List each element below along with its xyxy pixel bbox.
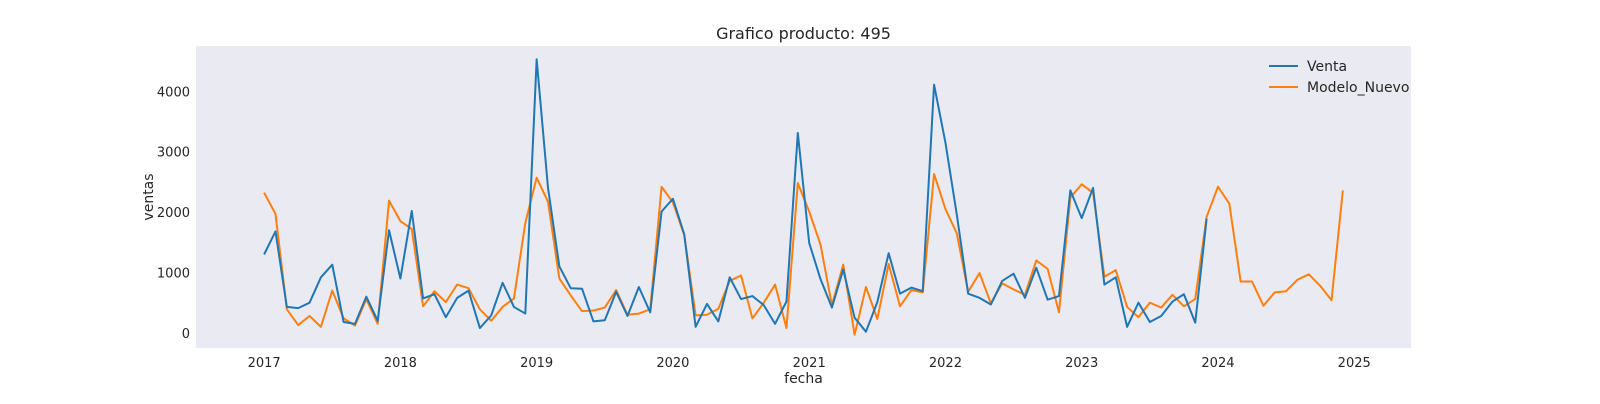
chart-title: Grafico producto: 495 — [716, 24, 891, 43]
x-tick-label: 2020 — [656, 356, 689, 371]
x-axis-ticks: 2017 2018 2019 2020 2021 2022 2023 2024 2025 — [248, 356, 1371, 371]
y-tick-label: 2000 — [157, 206, 190, 221]
y-axis-ticks: 0 1000 2000 3000 4000 — [157, 85, 190, 342]
y-tick-label: 4000 — [157, 85, 190, 100]
legend: Venta Modelo_Nuevo — [1269, 59, 1409, 96]
y-axis-label: ventas — [141, 173, 157, 220]
y-tick-label: 3000 — [157, 146, 190, 161]
x-axis-label: fecha — [784, 371, 823, 387]
x-tick-label: 2022 — [929, 356, 962, 371]
series-line-venta — [263, 58, 1208, 333]
x-tick-label: 2025 — [1338, 356, 1371, 371]
x-tick-label: 2017 — [248, 356, 281, 371]
x-tick-label: 2018 — [384, 356, 417, 371]
legend-entry-label: Venta — [1307, 59, 1347, 75]
legend-entry-label: Modelo_Nuevo — [1307, 80, 1409, 96]
series-layer — [263, 58, 1344, 336]
x-tick-label: 2024 — [1201, 356, 1234, 371]
x-tick-label: 2019 — [520, 356, 553, 371]
x-tick-label: 2021 — [793, 356, 826, 371]
x-tick-label: 2023 — [1065, 356, 1098, 371]
y-tick-label: 0 — [182, 327, 190, 342]
y-tick-label: 1000 — [157, 267, 190, 282]
